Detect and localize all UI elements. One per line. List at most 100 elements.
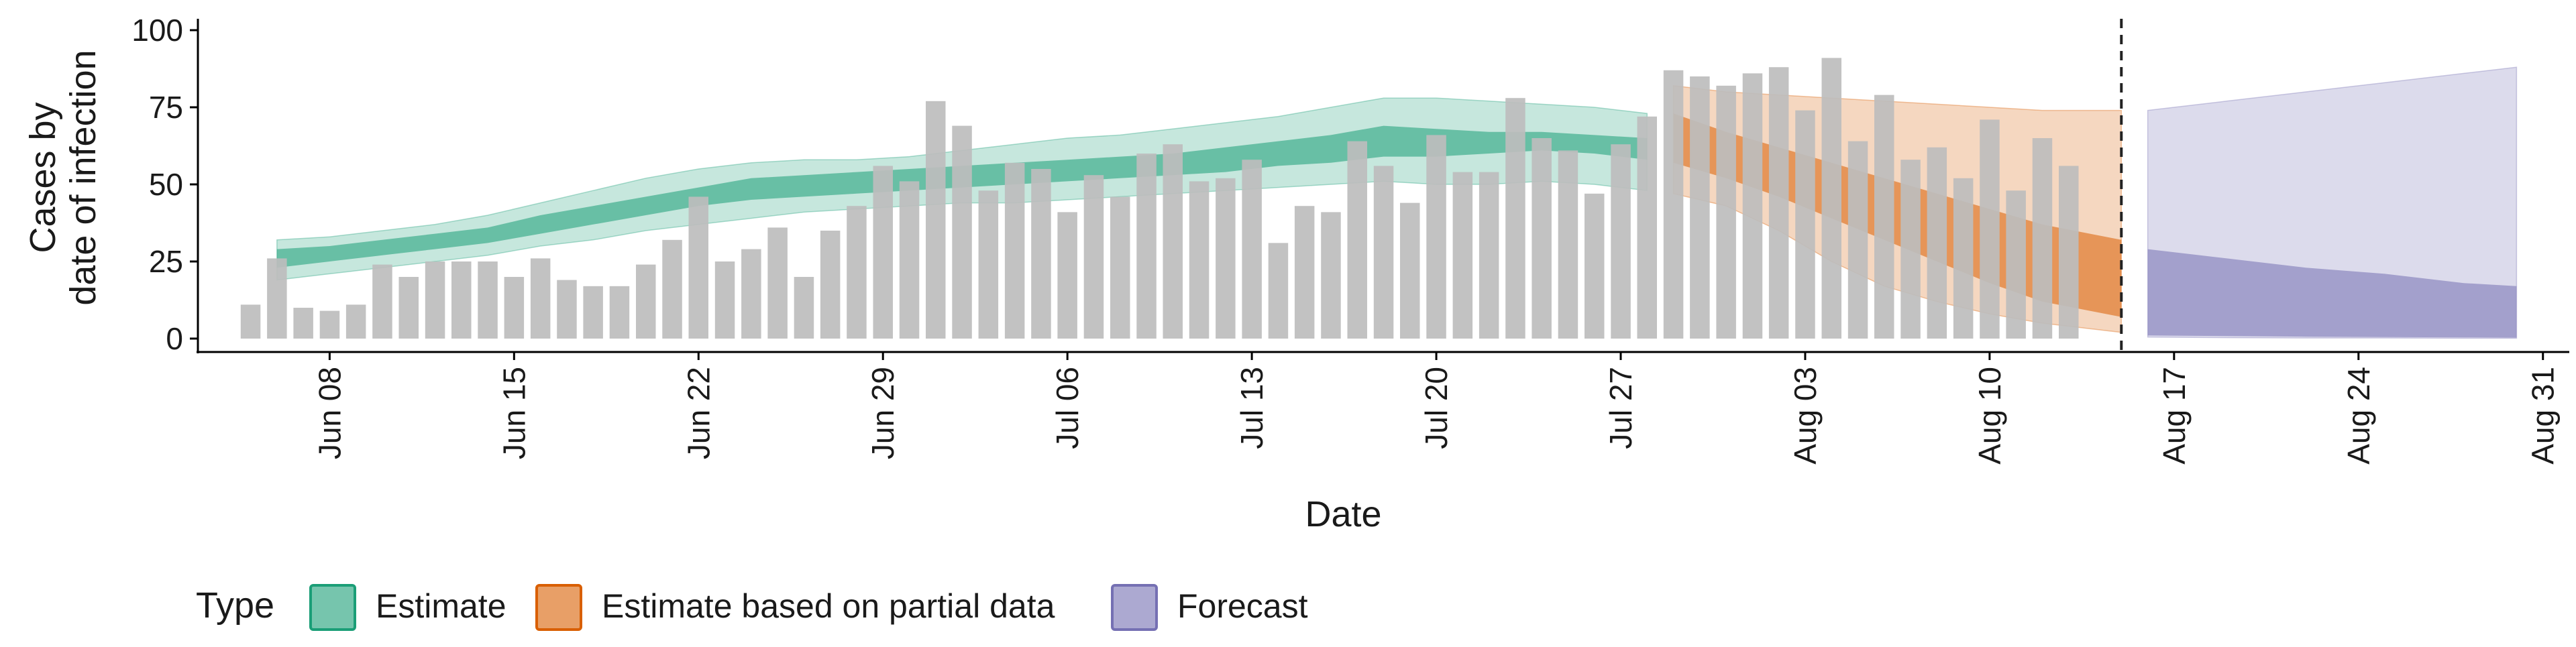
- bars-layer: [240, 58, 2079, 339]
- legend-title: Type: [196, 585, 274, 626]
- case-bar: [504, 277, 525, 339]
- legend-label-forecast: Forecast: [1177, 587, 1308, 625]
- estimate-band-50: [276, 125, 1648, 268]
- case-bar: [1004, 162, 1025, 339]
- case-bar: [2006, 190, 2026, 339]
- case-bar: [1637, 116, 1657, 339]
- y-axis-title: Cases bydate of infection: [23, 50, 103, 305]
- case-bar: [530, 258, 551, 339]
- case-bar: [1268, 243, 1289, 339]
- y-tick-label: 0: [166, 321, 183, 356]
- legend-label-estimate: Estimate: [376, 587, 506, 625]
- case-bar: [1953, 178, 1974, 339]
- x-tick-label: Aug 31: [2526, 367, 2561, 465]
- x-tick-label: Jul 27: [1603, 367, 1638, 449]
- case-bar: [293, 308, 313, 339]
- case-bar: [1216, 178, 1236, 339]
- case-bar: [1294, 206, 1315, 339]
- y-tick-label: 25: [149, 244, 183, 279]
- case-bar: [1663, 70, 1684, 339]
- case-bar: [478, 261, 498, 339]
- case-bar: [1768, 67, 1789, 339]
- case-bar: [1795, 110, 1815, 339]
- case-bar: [794, 277, 814, 339]
- case-bar: [398, 277, 419, 339]
- case-bar: [1136, 154, 1157, 339]
- case-bar: [1821, 58, 1841, 339]
- legend-key-forecast: [1111, 584, 1158, 631]
- case-bar: [1716, 85, 1736, 339]
- case-bar: [1373, 166, 1394, 339]
- case-bar: [926, 101, 946, 339]
- case-bar: [1874, 95, 1894, 339]
- case-bar: [952, 125, 972, 339]
- case-bar: [1742, 73, 1763, 339]
- x-tick-label: Jun 22: [681, 367, 716, 459]
- case-bar: [425, 261, 445, 339]
- case-bar: [451, 261, 472, 339]
- case-bar: [1083, 175, 1104, 339]
- case-bar: [345, 304, 366, 339]
- case-bar: [688, 196, 708, 339]
- case-bar: [1031, 169, 1051, 339]
- y-axis-title-line: date of infection: [63, 50, 103, 305]
- legend: Type Estimate Estimate based on partial da…: [196, 584, 1308, 631]
- case-bar: [1847, 141, 1868, 339]
- case-bar: [372, 264, 392, 339]
- x-tick-label: Aug 10: [1972, 367, 2007, 465]
- case-bar: [1110, 196, 1130, 339]
- case-bar: [741, 249, 761, 339]
- legend-key-estimate-based-on-partial-data: [535, 584, 582, 631]
- case-bar: [636, 264, 656, 339]
- y-tick-label: 75: [149, 90, 183, 125]
- case-bar: [240, 304, 261, 339]
- case-bar: [662, 239, 682, 339]
- case-bar: [820, 231, 841, 339]
- legend-label-estimate-based-on-partial-data: Estimate based on partial data: [602, 587, 1055, 625]
- forecast-band-50: [2147, 249, 2517, 338]
- y-tick-label: 50: [149, 167, 183, 202]
- axes-layer: 0 25 50 75 100 Jun 08 Jun 15 Jun 22 Jun 29 Jul 06…: [23, 13, 2569, 534]
- case-bar: [1505, 98, 1525, 339]
- legend-key-estimate: [309, 584, 356, 631]
- case-bar: [1242, 160, 1262, 339]
- x-tick-label: Jun 08: [312, 367, 347, 459]
- case-bar: [978, 190, 999, 339]
- case-bar: [1347, 141, 1367, 339]
- x-tick-label: Jul 20: [1419, 367, 1454, 449]
- case-bar: [1611, 144, 1631, 339]
- case-bar: [267, 258, 287, 339]
- case-bar: [899, 181, 920, 339]
- case-bar: [1426, 135, 1446, 339]
- case-bar: [1057, 212, 1077, 339]
- y-tick-label: 100: [131, 13, 183, 48]
- case-bar: [1400, 202, 1420, 339]
- x-tick-label: Aug 24: [2341, 367, 2376, 465]
- case-bar: [1321, 212, 1341, 339]
- case-bar: [1532, 138, 1552, 339]
- x-tick-label: Aug 17: [2157, 367, 2192, 465]
- case-bar: [1189, 181, 1210, 339]
- case-bar: [583, 286, 603, 339]
- case-bar: [1163, 144, 1183, 339]
- case-bar: [1558, 150, 1578, 339]
- case-bar: [319, 310, 340, 339]
- case-bar: [767, 227, 788, 339]
- case-bar: [1585, 193, 1605, 339]
- case-bar: [1980, 119, 2000, 339]
- x-tick-label: Jul 06: [1050, 367, 1085, 449]
- x-tick-label: Aug 03: [1788, 367, 1823, 465]
- case-bar: [1479, 172, 1499, 339]
- case-bar: [847, 206, 867, 339]
- case-bar: [1927, 147, 1947, 339]
- case-bar: [1690, 76, 1710, 339]
- x-axis-title: Date: [1305, 494, 1381, 534]
- case-bar: [2032, 138, 2053, 339]
- case-bar: [557, 280, 577, 339]
- case-bar: [873, 166, 893, 339]
- case-bar: [2059, 166, 2079, 339]
- case-bar: [609, 286, 630, 339]
- case-bar: [1452, 172, 1473, 339]
